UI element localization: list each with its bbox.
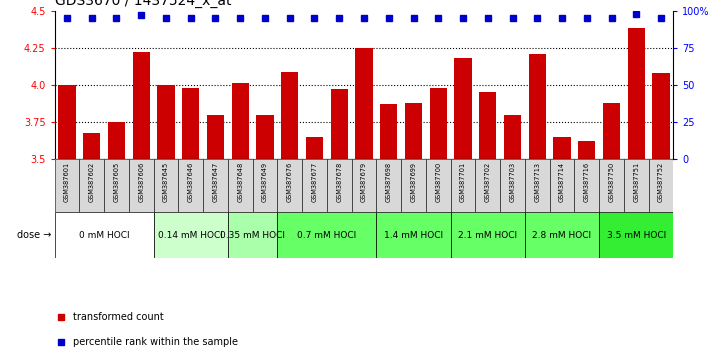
Bar: [108, 122, 125, 159]
Text: 2.1 mM HOCl: 2.1 mM HOCl: [458, 231, 518, 240]
Bar: [550, 159, 574, 212]
Bar: [529, 54, 546, 159]
Text: 1.4 mM HOCl: 1.4 mM HOCl: [384, 231, 443, 240]
Text: GSM387703: GSM387703: [510, 162, 515, 202]
Bar: [500, 159, 525, 212]
Text: GSM387699: GSM387699: [411, 162, 416, 202]
Bar: [157, 85, 175, 159]
Bar: [154, 159, 178, 212]
Text: 3.5 mM HOCl: 3.5 mM HOCl: [606, 231, 666, 240]
Text: GSM387677: GSM387677: [312, 162, 317, 202]
Bar: [79, 159, 104, 212]
Text: percentile rank within the sample: percentile rank within the sample: [73, 337, 238, 347]
Bar: [451, 159, 475, 212]
Bar: [178, 159, 203, 212]
Bar: [327, 159, 352, 212]
Text: GSM387676: GSM387676: [287, 162, 293, 202]
Bar: [624, 159, 649, 212]
Bar: [207, 115, 224, 159]
Bar: [228, 159, 253, 212]
Bar: [132, 52, 150, 159]
Bar: [228, 212, 277, 258]
Text: GSM387698: GSM387698: [386, 162, 392, 202]
Bar: [553, 137, 571, 159]
Text: GSM387700: GSM387700: [435, 162, 441, 202]
Text: transformed count: transformed count: [73, 312, 164, 322]
Bar: [83, 132, 100, 159]
Bar: [525, 212, 599, 258]
Text: 0.14 mM HOCl: 0.14 mM HOCl: [158, 231, 223, 240]
Bar: [401, 159, 426, 212]
Bar: [652, 73, 670, 159]
Bar: [599, 159, 624, 212]
Text: GSM387602: GSM387602: [89, 162, 95, 202]
Text: GSM387702: GSM387702: [485, 162, 491, 202]
Text: GSM387647: GSM387647: [213, 162, 218, 202]
Text: GSM387606: GSM387606: [138, 162, 144, 202]
Bar: [277, 212, 376, 258]
Bar: [355, 48, 373, 159]
Bar: [454, 58, 472, 159]
Bar: [479, 92, 496, 159]
Bar: [578, 142, 596, 159]
Text: GSM387645: GSM387645: [163, 162, 169, 202]
Bar: [376, 212, 451, 258]
Bar: [129, 159, 154, 212]
Bar: [55, 159, 79, 212]
Bar: [55, 212, 154, 258]
Bar: [104, 159, 129, 212]
Bar: [256, 115, 274, 159]
Text: GSM387713: GSM387713: [534, 162, 540, 202]
Bar: [253, 159, 277, 212]
Bar: [475, 159, 500, 212]
Text: GSM387648: GSM387648: [237, 162, 243, 202]
Text: GSM387601: GSM387601: [64, 162, 70, 202]
Bar: [599, 212, 673, 258]
Text: GSM387751: GSM387751: [633, 162, 639, 202]
Bar: [380, 104, 397, 159]
Text: GSM387752: GSM387752: [658, 162, 664, 202]
Bar: [574, 159, 599, 212]
Text: 0.7 mM HOCl: 0.7 mM HOCl: [297, 231, 357, 240]
Bar: [154, 212, 228, 258]
Bar: [504, 115, 521, 159]
Bar: [302, 159, 327, 212]
Text: dose →: dose →: [17, 230, 51, 240]
Text: GSM387701: GSM387701: [460, 162, 466, 202]
Bar: [277, 159, 302, 212]
Bar: [281, 72, 298, 159]
Text: GSM387750: GSM387750: [609, 162, 614, 202]
Text: GSM387649: GSM387649: [262, 162, 268, 202]
Text: GSM387678: GSM387678: [336, 162, 342, 202]
Bar: [405, 103, 422, 159]
Bar: [426, 159, 451, 212]
Bar: [628, 28, 645, 159]
Text: GSM387679: GSM387679: [361, 162, 367, 202]
Bar: [525, 159, 550, 212]
Bar: [182, 88, 199, 159]
Bar: [331, 90, 348, 159]
Text: GSM387714: GSM387714: [559, 162, 565, 202]
Text: GSM387716: GSM387716: [584, 162, 590, 202]
Text: GDS3670 / 1437524_x_at: GDS3670 / 1437524_x_at: [55, 0, 231, 8]
Bar: [203, 159, 228, 212]
Bar: [649, 159, 673, 212]
Bar: [451, 212, 525, 258]
Bar: [232, 84, 249, 159]
Text: 2.8 mM HOCl: 2.8 mM HOCl: [532, 231, 592, 240]
Bar: [430, 88, 447, 159]
Text: GSM387646: GSM387646: [188, 162, 194, 202]
Text: 0.35 mM HOCl: 0.35 mM HOCl: [220, 231, 285, 240]
Text: GSM387605: GSM387605: [114, 162, 119, 202]
Bar: [306, 137, 323, 159]
Text: 0 mM HOCl: 0 mM HOCl: [79, 231, 130, 240]
Bar: [603, 103, 620, 159]
Bar: [352, 159, 376, 212]
Bar: [376, 159, 401, 212]
Bar: [58, 85, 76, 159]
